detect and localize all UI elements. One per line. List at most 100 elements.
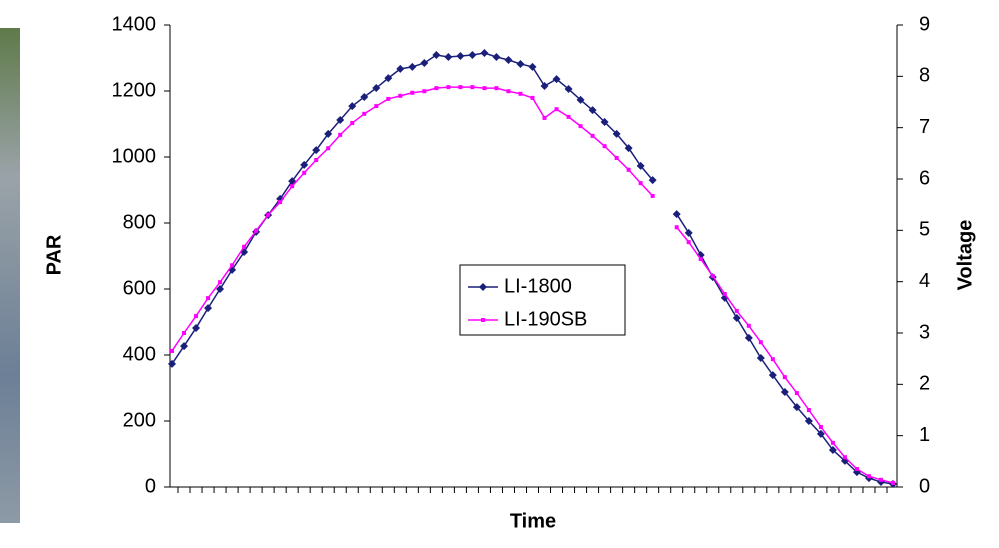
point: [180, 342, 189, 351]
legend-box: [459, 264, 626, 336]
point: [830, 440, 835, 445]
point: [168, 359, 176, 368]
y2-tick-label: 7: [919, 116, 930, 138]
point: [374, 104, 379, 109]
point: [542, 115, 547, 120]
point: [744, 333, 753, 342]
point: [482, 86, 487, 91]
point: [674, 225, 679, 230]
point: [324, 129, 333, 138]
point: [854, 467, 859, 472]
point: [254, 228, 259, 233]
y2-tick-label: 6: [919, 167, 930, 189]
point: [516, 59, 525, 68]
point: [710, 274, 715, 279]
point: [336, 116, 345, 125]
point: [506, 89, 511, 94]
point: [780, 387, 789, 396]
point: [362, 111, 367, 116]
point: [230, 263, 235, 268]
y-tick-label: 1200: [112, 79, 157, 101]
point: [806, 408, 811, 412]
point: [518, 91, 523, 96]
point: [804, 417, 813, 425]
point: [216, 285, 225, 293]
point: [768, 371, 777, 380]
point: [348, 102, 357, 111]
point: [782, 375, 787, 380]
y2-tick-label: 2: [919, 373, 930, 395]
y-tick-label: 600: [123, 277, 156, 299]
y2-tick-label: 0: [919, 475, 930, 497]
point: [182, 331, 187, 335]
point: [242, 244, 247, 249]
point: [480, 49, 489, 58]
point: [696, 251, 705, 260]
point: [602, 144, 607, 149]
point: [398, 93, 403, 98]
point: [866, 474, 871, 479]
point: [360, 92, 369, 101]
y2-tick-label: 8: [919, 65, 930, 87]
point: [734, 308, 739, 313]
point: [170, 348, 174, 353]
point: [564, 85, 573, 94]
point: [326, 146, 331, 151]
series-points: [170, 85, 895, 485]
point: [494, 86, 499, 91]
y2-tick-label: 5: [919, 219, 930, 241]
point: [828, 446, 837, 455]
series-points: [168, 49, 897, 489]
point: [206, 296, 211, 301]
point: [684, 228, 693, 237]
point: [350, 121, 355, 126]
point: [432, 51, 441, 60]
point: [300, 160, 309, 169]
point: [578, 124, 583, 129]
y-axis-title: PAR: [43, 234, 65, 275]
point: [530, 95, 535, 100]
point: [528, 62, 537, 71]
point: [891, 480, 895, 485]
legend-marker: [479, 283, 487, 291]
legend-marker: [481, 318, 485, 322]
point: [698, 257, 703, 262]
point: [422, 89, 427, 94]
point: [204, 304, 213, 313]
point: [338, 132, 343, 137]
point: [588, 106, 597, 115]
point: [396, 64, 405, 73]
y2-tick-label: 1: [919, 424, 930, 446]
point: [600, 118, 609, 127]
y-tick-label: 800: [123, 211, 156, 233]
point: [410, 90, 415, 95]
point: [266, 212, 271, 217]
y-tick-label: 0: [145, 475, 156, 497]
y2-tick-label: 9: [919, 13, 930, 35]
point: [648, 176, 657, 185]
point: [552, 75, 561, 84]
point: [540, 82, 549, 91]
point: [756, 353, 765, 362]
point: [746, 323, 751, 328]
point: [444, 53, 453, 62]
point: [732, 314, 741, 323]
point: [446, 85, 451, 90]
point: [372, 84, 381, 93]
point: [794, 391, 799, 396]
y-tick-label: 200: [123, 409, 156, 431]
point: [456, 52, 465, 61]
point: [590, 133, 595, 138]
point: [638, 181, 643, 186]
point: [612, 129, 621, 138]
point: [672, 210, 681, 219]
point: [386, 96, 391, 101]
point: [770, 357, 775, 362]
point: [554, 107, 559, 112]
point: [842, 455, 847, 460]
point: [624, 144, 633, 153]
point: [722, 291, 727, 296]
point: [758, 340, 763, 345]
point: [816, 429, 825, 438]
point: [686, 240, 691, 245]
